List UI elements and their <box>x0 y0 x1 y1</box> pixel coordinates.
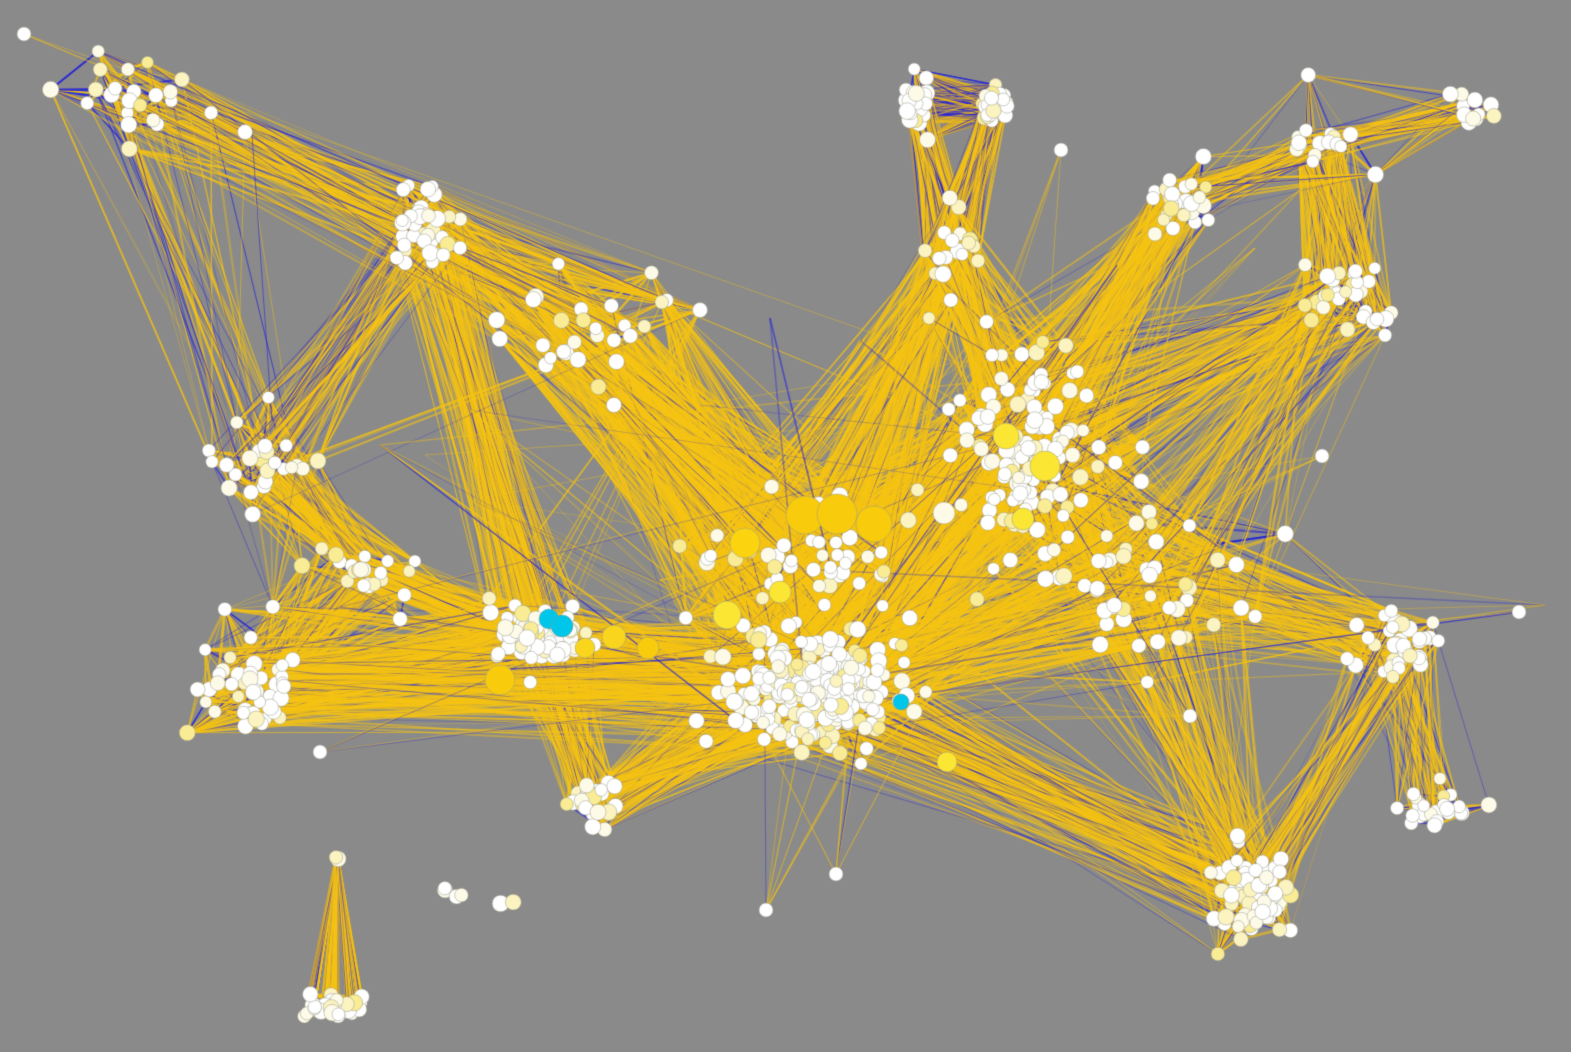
network-graph-visualization[interactable] <box>0 0 1571 1052</box>
graph-canvas[interactable] <box>0 0 1571 1052</box>
